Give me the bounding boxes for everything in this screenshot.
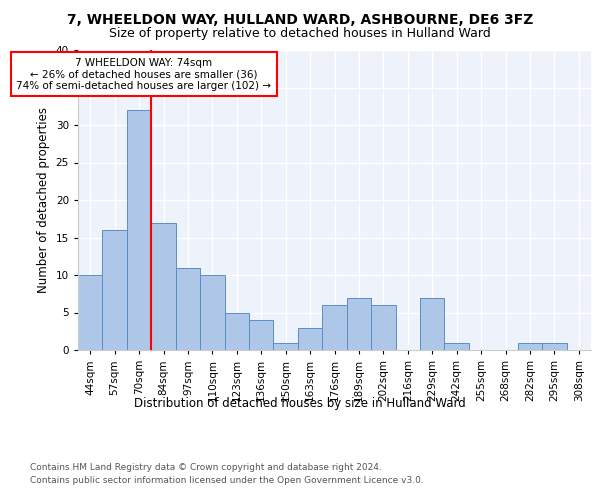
Bar	[78, 275, 103, 350]
Text: Contains public sector information licensed under the Open Government Licence v3: Contains public sector information licen…	[30, 476, 424, 485]
Text: Contains HM Land Registry data © Crown copyright and database right 2024.: Contains HM Land Registry data © Crown c…	[30, 462, 382, 471]
Text: 7, WHEELDON WAY, HULLAND WARD, ASHBOURNE, DE6 3FZ: 7, WHEELDON WAY, HULLAND WARD, ASHBOURNE…	[67, 12, 533, 26]
Y-axis label: Number of detached properties: Number of detached properties	[37, 107, 50, 293]
Bar	[176, 268, 200, 350]
Bar	[445, 342, 469, 350]
Text: Size of property relative to detached houses in Hulland Ward: Size of property relative to detached ho…	[109, 28, 491, 40]
Bar	[103, 230, 127, 350]
Bar	[249, 320, 274, 350]
Bar	[322, 305, 347, 350]
Bar	[224, 312, 249, 350]
Bar	[151, 222, 176, 350]
Text: Distribution of detached houses by size in Hulland Ward: Distribution of detached houses by size …	[134, 398, 466, 410]
Bar	[347, 298, 371, 350]
Text: 7 WHEELDON WAY: 74sqm
← 26% of detached houses are smaller (36)
74% of semi-deta: 7 WHEELDON WAY: 74sqm ← 26% of detached …	[16, 58, 271, 90]
Bar	[274, 342, 298, 350]
Bar	[420, 298, 445, 350]
Bar	[298, 328, 322, 350]
Bar	[200, 275, 224, 350]
Bar	[542, 342, 566, 350]
Bar	[371, 305, 395, 350]
Bar	[127, 110, 151, 350]
Bar	[518, 342, 542, 350]
